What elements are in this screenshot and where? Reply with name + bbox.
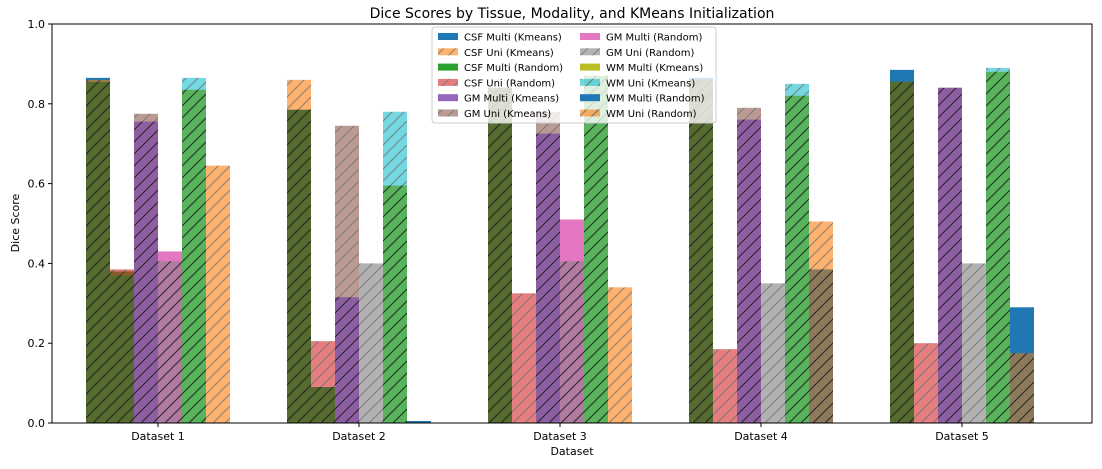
y-tick-label: 0.4 [28,257,46,270]
overlay-bar-5-3 [809,269,833,423]
y-axis-label: Dice Score [9,193,22,252]
overlay-bar-0-4 [890,81,914,423]
legend-swatch [580,78,600,86]
overlay-bar-4-2 [584,75,608,424]
legend-label: WM Multi (Kmeans) [606,63,703,74]
y-tick-label: 0.0 [28,417,46,430]
overlay-bar-0-0 [86,81,110,423]
overlay-bar-2-3 [737,119,761,423]
plot-frame [51,23,1093,424]
legend-label: GM Uni (Kmeans) [464,109,551,120]
legend-swatch [580,48,600,56]
overlay-bar-1-0 [110,275,134,423]
overlay-bar-4-3 [785,95,809,423]
legend-swatch [580,33,600,40]
x-axis: Dataset 1 Dataset 2 Dataset 3 Dataset 4 Data… [131,423,989,443]
legend-label: WM Uni (Kmeans) [606,78,695,89]
x-axis-label: Dataset [550,445,594,458]
overlay-bar-2-4 [938,87,962,423]
legend: CSF Multi (Kmeans) CSF Uni (Kmeans) CSF Mu… [431,26,717,124]
bar-3-2 [512,293,536,423]
x-tick-label: Dataset 5 [935,430,989,443]
legend-swatch [438,109,458,117]
bar-7-4 [962,263,986,423]
bar-11-2 [608,287,632,423]
legend-label: CSF Uni (Random) [464,78,555,89]
y-tick-label: 0.8 [28,98,46,111]
legend-swatch [580,109,600,117]
legend-swatch [438,94,458,102]
overlay-bar-4-0 [182,89,206,424]
legend-label: WM Uni (Random) [606,109,697,120]
overlay-bar-1-1 [311,387,335,423]
bar-10-1 [407,421,431,423]
legend-swatch [580,63,600,71]
overlay-bar-2-1 [335,297,359,423]
bar-7-3 [761,283,785,423]
x-tick-label: Dataset 3 [533,430,587,443]
overlay-bar-3-2 [560,261,584,423]
legend-box [431,26,717,124]
bar-11-0 [206,165,230,423]
overlay-bar-0-1 [287,109,311,423]
overlay-bar-0-3 [689,79,713,424]
y-tick-label: 1.0 [28,18,46,31]
legend-label: GM Uni (Random) [606,48,694,59]
legend-label: GM Multi (Kmeans) [464,94,559,105]
y-tick-label: 0.2 [28,337,46,350]
overlay-bar-5-4 [1010,353,1034,423]
overlay-bar-2-0 [134,121,158,423]
x-tick-label: Dataset 2 [332,430,386,443]
bars-group [86,67,1034,424]
overlay-bar-0-2 [488,87,512,423]
x-tick-label: Dataset 4 [734,430,788,443]
legend-label: WM Multi (Random) [606,94,705,105]
y-tick-label: 0.6 [28,178,46,191]
overlay-bar-3-0 [158,261,182,423]
legend-label: CSF Uni (Kmeans) [464,48,554,59]
overlay-bar-4-1 [383,185,407,423]
overlay-bar-4-4 [986,71,1010,423]
legend-swatch [438,48,458,56]
legend-swatch [580,94,600,102]
legend-swatch [438,33,458,40]
chart-title: Dice Scores by Tissue, Modality, and KMe… [370,6,775,22]
y-axis: 0.0 0.2 0.4 0.6 0.8 1.0 [28,18,52,430]
legend-label: CSF Multi (Kmeans) [464,33,562,44]
x-tick-label: Dataset 1 [131,430,185,443]
overlay-bar-2-2 [536,133,560,423]
bar-3-3 [713,349,737,423]
legend-swatch [438,78,458,86]
legend-swatch [438,63,458,71]
bar-7-1 [359,263,383,423]
bar-3-4 [914,343,938,423]
legend-label: CSF Multi (Random) [464,63,563,74]
legend-label: GM Multi (Random) [606,33,702,44]
